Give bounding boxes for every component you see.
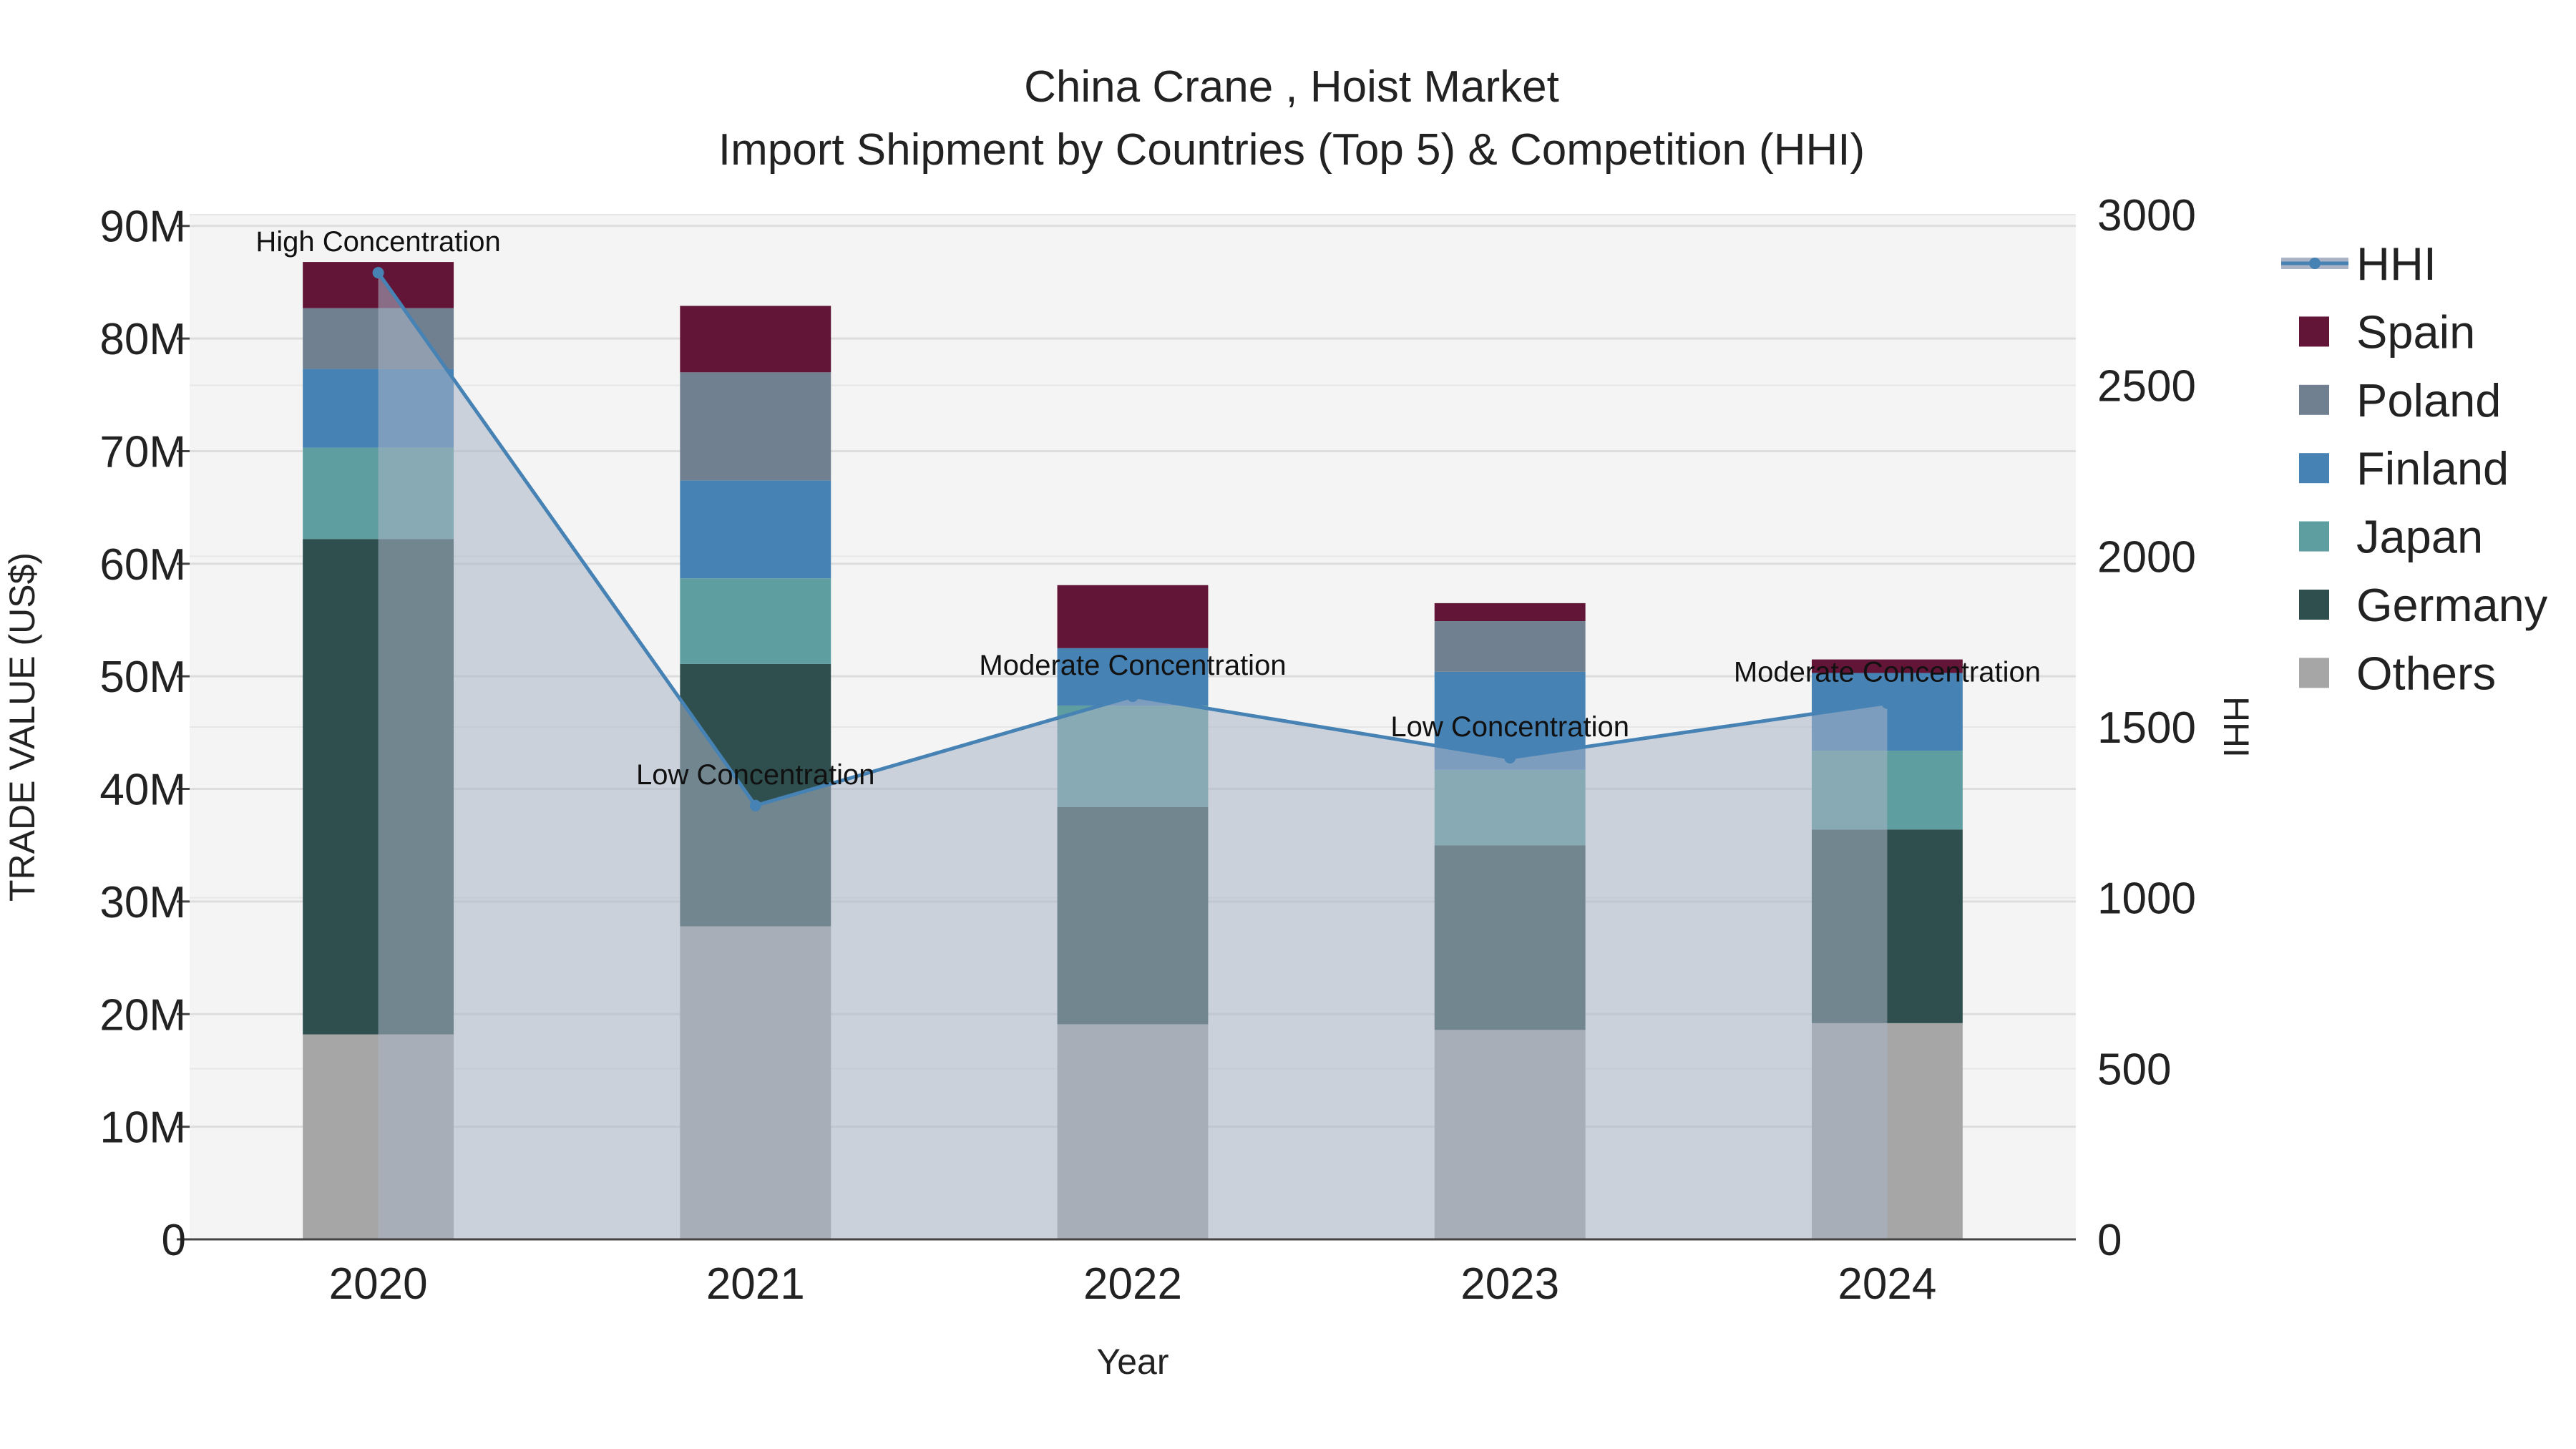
bar-spain-2024	[1811, 659, 1963, 673]
hhi-annotation-2021: Low Concentration	[636, 759, 875, 791]
legend: HHI Spain Poland Finland Japan Germany Others	[2281, 238, 2548, 699]
y-left-tick-label-7: 70M	[99, 427, 186, 477]
y-left-tick-label-8: 80M	[99, 315, 186, 364]
chart-title-line1: China Crane , Hoist Market	[1024, 62, 1559, 112]
hhi-annotation-2020: High Concentration	[255, 226, 500, 258]
bar-spain-2021	[680, 306, 831, 373]
legend-label-germany: Germany	[2356, 579, 2548, 631]
hhi-annotation-2023: Low Concentration	[1390, 711, 1629, 743]
hhi-line-layer: High Concentration Low Concentration Moder…	[255, 226, 2041, 1239]
legend-swatch-poland	[2299, 384, 2329, 415]
legend-label-poland: Poland	[2356, 374, 2501, 426]
y-right-tick-label-4: 2000	[2097, 532, 2196, 582]
legend-label-japan: Japan	[2356, 511, 2483, 563]
legend-swatch-finland	[2299, 453, 2329, 484]
legend-label-finland: Finland	[2356, 442, 2509, 494]
y-right-tick-label-2: 1000	[2097, 874, 2196, 924]
y-left-tick-label-0: 0	[162, 1216, 186, 1265]
hhi-point-2023	[1504, 751, 1516, 763]
legend-label-others: Others	[2356, 647, 2496, 699]
hhi-point-2022	[1127, 691, 1138, 703]
x-tick-label-2024: 2024	[1838, 1259, 1936, 1309]
bar-poland-2021	[680, 372, 831, 481]
legend-label-spain: Spain	[2356, 306, 2475, 358]
legend-swatch-others	[2299, 658, 2329, 688]
y-left-tick-label-6: 60M	[99, 540, 186, 590]
bar-japan-2021	[680, 578, 831, 664]
y-right-tick-label-1: 500	[2097, 1045, 2171, 1094]
y-left-tick-label-4: 40M	[99, 766, 186, 815]
hhi-point-2021	[749, 799, 761, 811]
x-axis-title: Year	[1096, 1342, 1169, 1382]
y-left-tick-label-2: 20M	[99, 990, 186, 1040]
y-axis-left-title: TRADE VALUE (US$)	[2, 552, 42, 902]
y-axis-right-title: HHI	[2216, 696, 2256, 758]
hhi-area-fill	[378, 273, 1888, 1239]
axes: 0 10M 20M 30M 40M 50M 60M 70M 80M 90M 0 500 1000 1500…	[99, 191, 2196, 1309]
hhi-point-2024	[1881, 697, 1893, 709]
legend-swatch-spain	[2299, 316, 2329, 347]
chart-title-line2: Import Shipment by Countries (Top 5) & C…	[718, 125, 1865, 175]
y-right-tick-label-6: 3000	[2097, 191, 2196, 240]
hhi-annotation-2022: Moderate Concentration	[979, 650, 1286, 681]
bar-finland-2021	[680, 480, 831, 579]
y-left-tick-label-1: 10M	[99, 1103, 186, 1153]
y-right-tick-label-0: 0	[2097, 1216, 2122, 1265]
x-tick-label-2023: 2023	[1460, 1259, 1559, 1309]
x-tick-label-2022: 2022	[1083, 1259, 1182, 1309]
x-tick-label-2021: 2021	[706, 1259, 805, 1309]
legend-swatch-hhi-marker	[2309, 258, 2321, 269]
bar-spain-2022	[1057, 585, 1209, 648]
y-left-tick-label-5: 50M	[99, 653, 186, 702]
y-right-tick-label-5: 2500	[2097, 362, 2196, 411]
bar-spain-2023	[1434, 602, 1586, 622]
y-right-tick-label-3: 1500	[2097, 703, 2196, 753]
legend-swatch-germany	[2299, 590, 2329, 620]
legend-label-hhi: HHI	[2356, 238, 2436, 290]
y-left-tick-label-3: 30M	[99, 878, 186, 927]
hhi-point-2020	[372, 267, 384, 279]
x-tick-label-2020: 2020	[329, 1259, 428, 1309]
y-left-tick-label-9: 90M	[99, 203, 186, 252]
legend-swatch-japan	[2299, 521, 2329, 552]
bar-poland-2023	[1434, 621, 1586, 672]
hhi-annotation-2024: Moderate Concentration	[1734, 657, 2041, 688]
